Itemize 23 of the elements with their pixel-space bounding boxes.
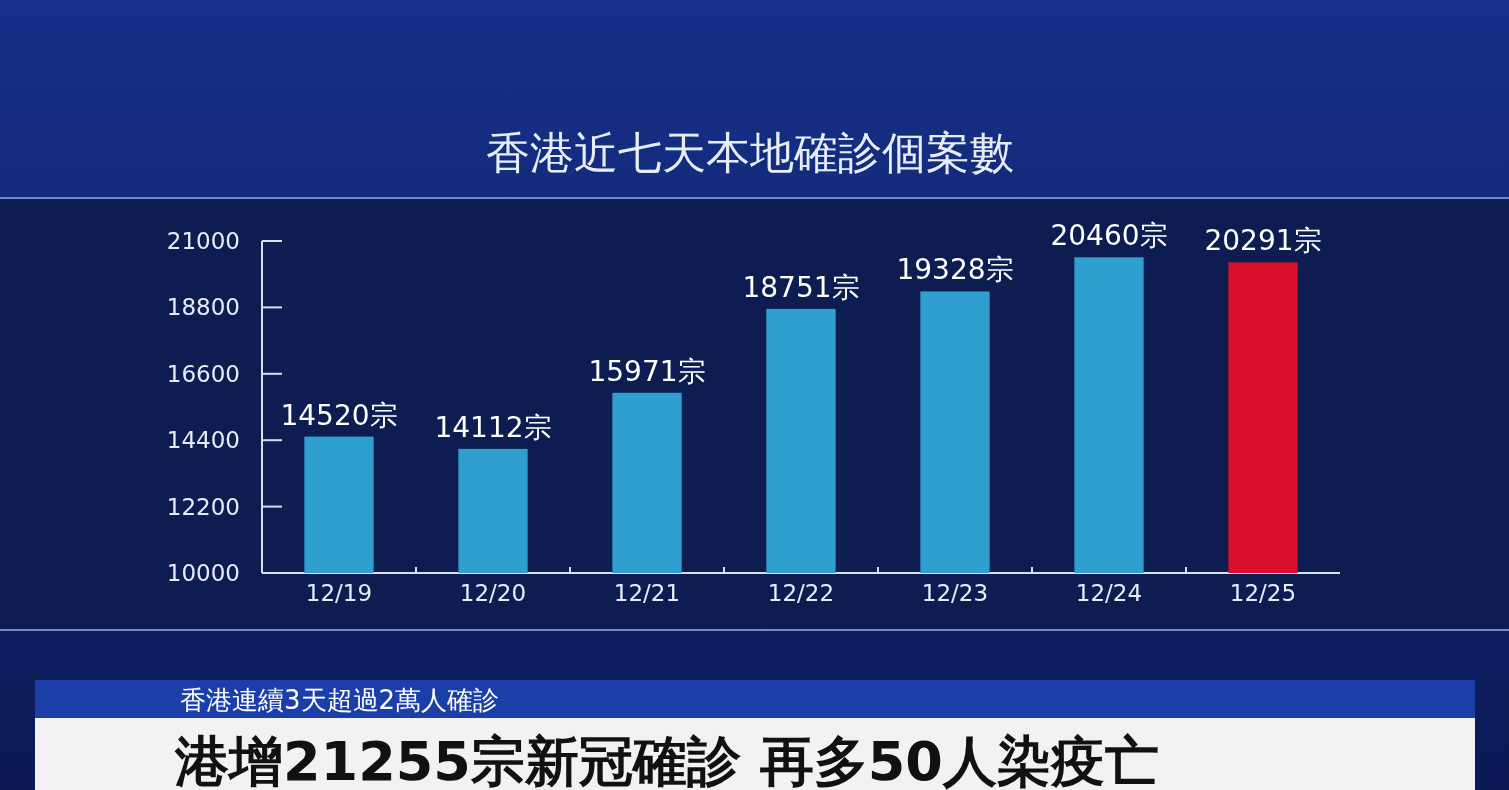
x-tick-label: 12/24: [1075, 580, 1143, 606]
y-tick-label: 10000: [166, 560, 240, 586]
text: 港增21255宗新冠確診 再多50人染疫亡: [174, 730, 1159, 790]
y-tick-label: 14400: [166, 427, 240, 454]
y-tick-label: 12200: [166, 493, 240, 520]
x-tick-label: 12/20: [459, 580, 527, 606]
y-tick-label: 21000: [166, 228, 240, 254]
data-label: 15971宗: [588, 354, 706, 388]
data-label: 14520宗: [280, 398, 398, 432]
x-tick-label: 12/21: [613, 580, 681, 606]
data-label: 18751宗: [742, 270, 860, 304]
y-tick-label: 18800: [166, 294, 240, 321]
y-tick-label: 16600: [166, 360, 240, 387]
data-label: 20460宗: [1050, 219, 1168, 253]
x-tick-label: 12/25: [1229, 580, 1297, 606]
chart-title: 香港近七天本地確診個案數: [486, 127, 1014, 178]
x-tick-label: 12/19: [305, 580, 373, 606]
data-label: 20291宗: [1204, 224, 1322, 258]
x-tick-label: 12/22: [767, 580, 835, 606]
data-label: 14112宗: [434, 410, 552, 444]
text: 香港連續3天超過2萬人確診: [180, 685, 500, 715]
x-tick-label: 12/23: [921, 580, 989, 606]
data-label: 19328宗: [896, 253, 1014, 287]
